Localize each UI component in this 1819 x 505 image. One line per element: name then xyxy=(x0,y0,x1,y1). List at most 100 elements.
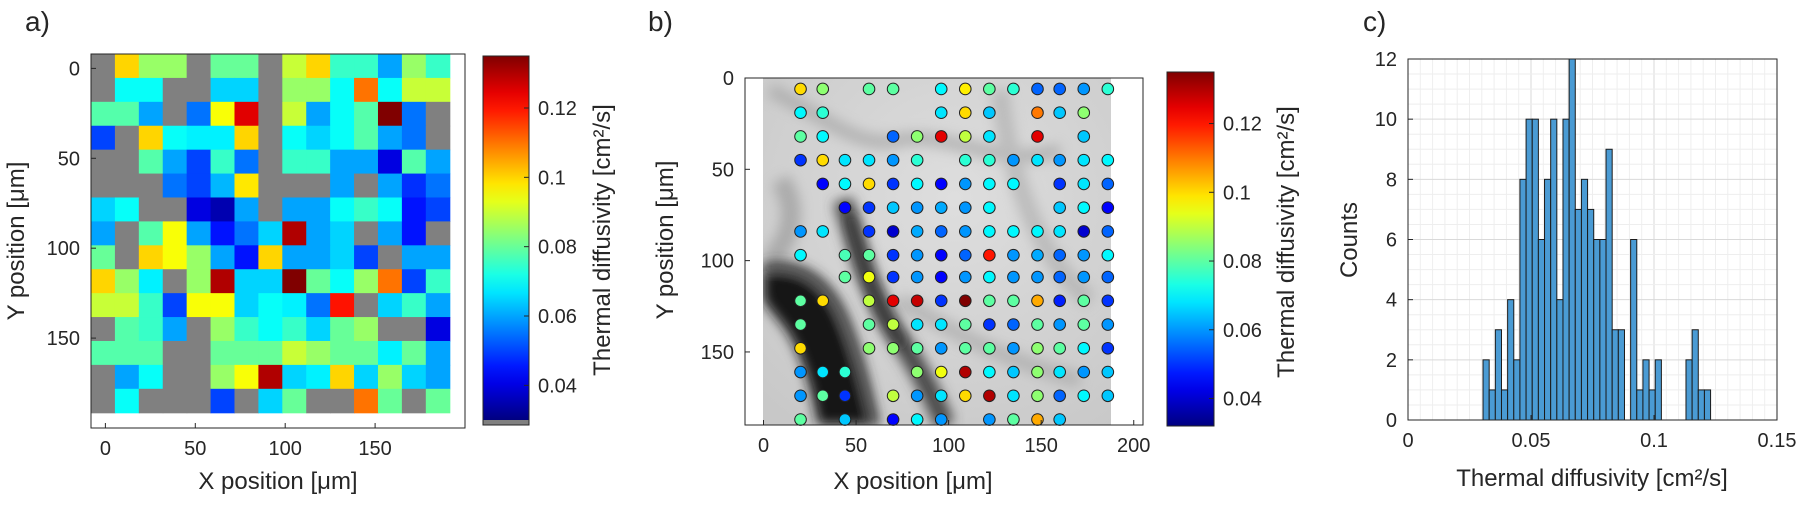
scatter-point xyxy=(958,153,972,167)
heatmap-cell xyxy=(234,101,260,127)
heatmap-cell xyxy=(354,197,379,223)
heatmap-cell xyxy=(258,293,283,318)
heatmap-cell xyxy=(210,388,236,414)
scatter-point xyxy=(1077,270,1091,284)
heatmap-cell xyxy=(138,54,164,79)
heatmap-cell xyxy=(234,221,260,246)
heatmap-cell xyxy=(91,245,116,270)
scatter-point xyxy=(934,225,948,238)
heatmap-cell xyxy=(114,101,140,127)
scatter-point xyxy=(1101,389,1115,403)
heatmap-cell xyxy=(210,269,236,294)
scatter-point xyxy=(1077,106,1091,119)
y-tick-label: 12 xyxy=(1375,49,1397,71)
heatmap-cell xyxy=(330,54,355,79)
scatter-point xyxy=(838,365,852,379)
heatmap-cell xyxy=(282,77,307,103)
heatmap-cell xyxy=(282,317,307,342)
heatmap-cell xyxy=(234,364,260,390)
heatmap-cell xyxy=(330,101,355,127)
scatter-point xyxy=(886,153,900,167)
scatter-point xyxy=(910,318,924,331)
scatter-point xyxy=(1007,294,1020,308)
panel-a-axes-box xyxy=(90,53,466,429)
colorbar-tick-label: 0.12 xyxy=(538,98,577,120)
panel-c-xlabel: Thermal diffusivity [cm²/s] xyxy=(1456,465,1728,492)
heatmap-cell xyxy=(186,221,212,246)
heatmap-cell xyxy=(114,77,140,103)
colorbar-tick-label: 0.06 xyxy=(538,306,577,328)
heatmap-cell xyxy=(425,197,451,223)
scatter-point xyxy=(934,270,948,284)
scatter-point xyxy=(934,177,948,191)
heatmap-cell xyxy=(210,125,236,151)
heatmap-cell xyxy=(138,245,164,270)
scatter-point xyxy=(1007,341,1020,355)
histogram-bar xyxy=(1703,389,1712,421)
heatmap-cell xyxy=(91,54,116,79)
scatter-point xyxy=(794,248,807,262)
scatter-point xyxy=(958,130,972,143)
heatmap-cell xyxy=(138,149,164,175)
heatmap-cell xyxy=(210,245,236,270)
scatter-point xyxy=(983,318,996,331)
heatmap-cell xyxy=(377,293,403,318)
x-tick-label: 200 xyxy=(1117,435,1150,457)
scatter-point xyxy=(862,225,876,238)
heatmap-cell xyxy=(282,173,307,199)
heatmap-cell xyxy=(114,54,140,79)
heatmap-cell xyxy=(186,173,212,199)
scatter-point xyxy=(816,294,830,308)
heatmap-cell xyxy=(354,340,379,366)
scatter-point xyxy=(983,389,996,403)
heatmap-cell xyxy=(425,125,451,151)
heatmap-cell xyxy=(258,197,283,223)
heatmap-cell xyxy=(234,149,260,175)
scatter-point xyxy=(1101,365,1115,379)
panel-a-ticks: 0 50 100 150 0 50 100 150 xyxy=(47,58,392,460)
heatmap-cell xyxy=(306,245,331,270)
heatmap-cell xyxy=(234,173,260,199)
heatmap-cell xyxy=(162,388,188,414)
scatter-point xyxy=(983,270,996,284)
scatter-point xyxy=(910,365,924,379)
heatmap-cell xyxy=(186,125,212,151)
heatmap-cell xyxy=(330,125,355,151)
heatmap-cell xyxy=(282,221,307,246)
heatmap-cell xyxy=(234,245,260,270)
scatter-point xyxy=(1077,341,1091,355)
heatmap-cell xyxy=(234,269,260,294)
heatmap-cell xyxy=(91,77,116,103)
heatmap-cell xyxy=(282,197,307,223)
scatter-point xyxy=(1053,153,1066,167)
heatmap-cell xyxy=(401,149,427,175)
scatter-point xyxy=(886,413,900,426)
panel-c-label: c) xyxy=(1363,6,1386,37)
scatter-point xyxy=(1031,225,1044,238)
y-tick-label: 50 xyxy=(712,159,734,181)
heatmap-cell xyxy=(401,340,427,366)
heatmap-cell xyxy=(401,388,427,414)
scatter-point xyxy=(1101,153,1115,167)
heatmap-cell xyxy=(258,77,283,103)
heatmap-cell xyxy=(282,340,307,366)
heatmap-cell xyxy=(258,125,283,151)
panel-a-colorbar-ticks: 0.04 0.06 0.08 0.1 0.12 xyxy=(524,98,577,397)
heatmap-cell xyxy=(186,364,212,390)
colorbar-tick-label: 0.06 xyxy=(1223,320,1262,342)
heatmap-cell xyxy=(162,364,188,390)
scatter-point xyxy=(1053,294,1066,308)
heatmap-cell xyxy=(330,77,355,103)
heatmap-cell xyxy=(234,54,260,79)
scatter-point xyxy=(816,130,830,143)
heatmap-cell xyxy=(138,293,164,318)
scatter-point xyxy=(862,341,876,355)
scatter-point xyxy=(1007,225,1020,238)
heatmap-cell xyxy=(138,364,164,390)
scatter-point xyxy=(862,201,876,214)
heatmap-cell xyxy=(210,77,236,103)
heatmap-cell xyxy=(114,125,140,151)
scatter-point xyxy=(838,389,852,403)
heatmap-cell xyxy=(138,221,164,246)
histogram-bar xyxy=(1513,359,1521,421)
